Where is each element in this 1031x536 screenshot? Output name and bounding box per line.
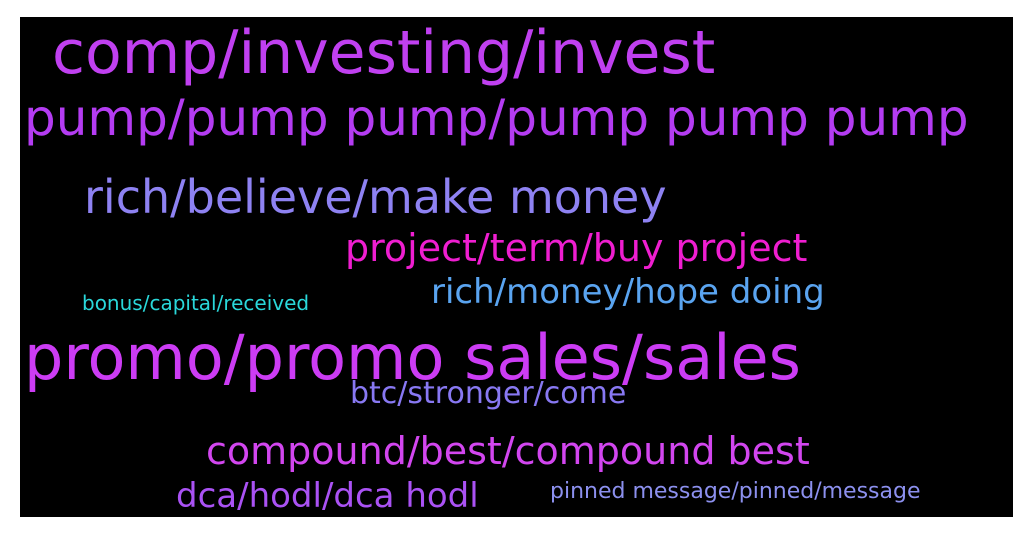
word-compound-best-compound-best: compound/best/compound best — [206, 429, 810, 473]
word-rich-money-hope-doing: rich/money/hope doing — [431, 272, 825, 312]
word-pinned-message: pinned message/pinned/message — [550, 479, 921, 504]
word-dca-hodl-dca-hodl: dca/hodl/dca hodl — [176, 476, 479, 516]
word-promo-promo-sales-sales: promo/promo sales/sales — [24, 321, 801, 394]
word-btc-stronger-come: btc/stronger/come — [350, 376, 627, 411]
word-comp-investing-invest: comp/investing/invest — [52, 18, 716, 88]
word-bonus-capital-received: bonus/capital/received — [82, 291, 310, 315]
word-rich-believe-make-money: rich/believe/make money — [84, 170, 667, 224]
word-pump-pump: pump/pump pump/pump pump pump — [24, 89, 969, 147]
word-project-term-buy-project: project/term/buy project — [345, 226, 808, 270]
word-cloud-canvas: comp/investing/invest pump/pump pump/pum… — [20, 17, 1013, 517]
